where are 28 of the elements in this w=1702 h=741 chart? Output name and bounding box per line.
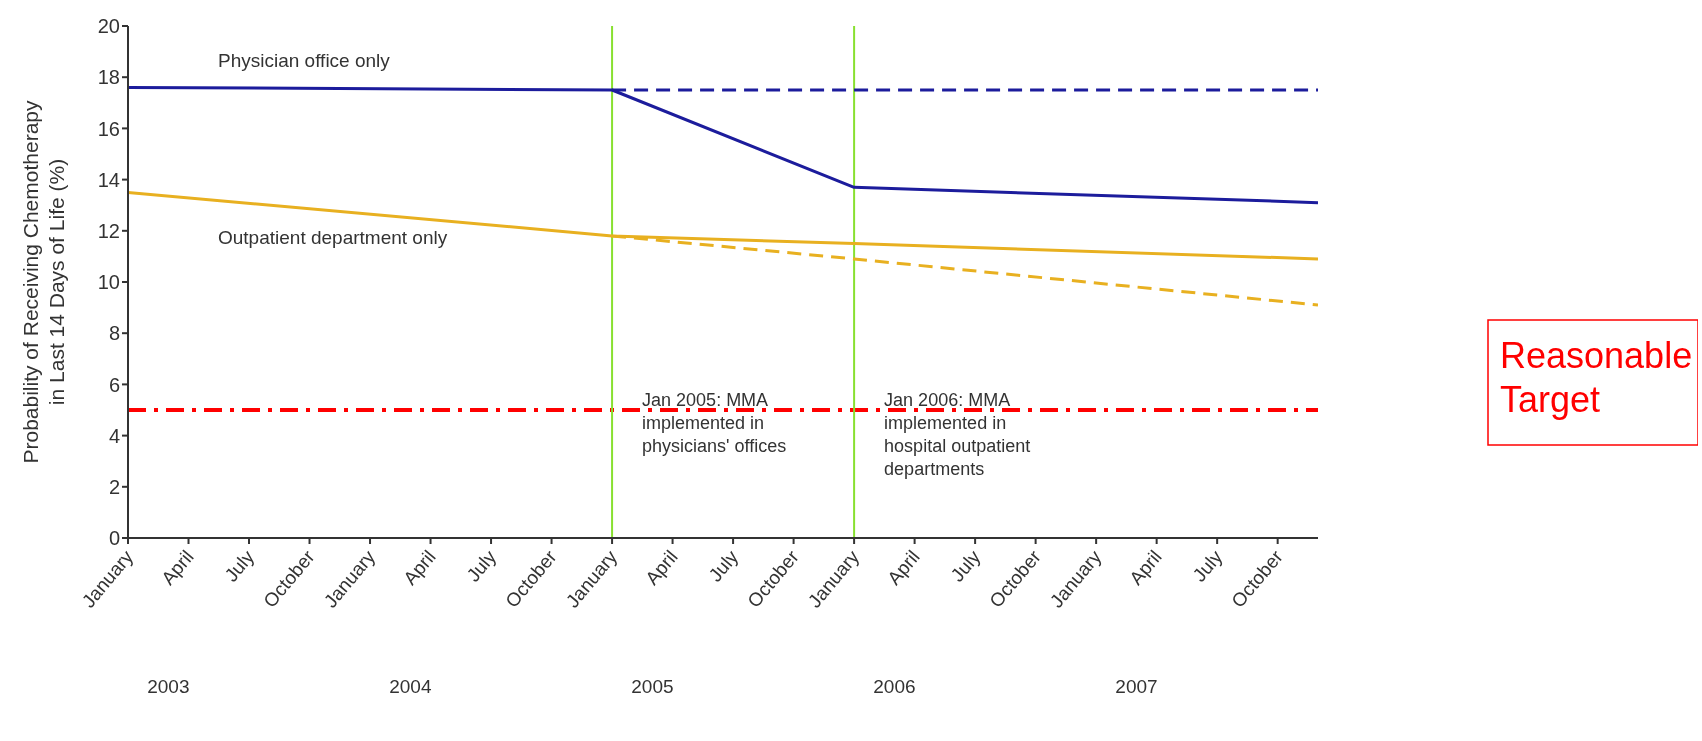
x-tick-label: July	[220, 545, 259, 586]
x-tick-label: July	[462, 545, 501, 586]
text: 2005	[631, 676, 674, 697]
y-tick-label: 8	[108, 322, 120, 345]
series-label: Physician office only	[218, 50, 391, 72]
x-tick-label: July	[704, 545, 743, 586]
y-tick-label: 18	[97, 66, 120, 89]
text: 2003	[147, 676, 190, 697]
x-tick-label: July	[946, 545, 985, 586]
y-tick-label: 2	[108, 475, 120, 498]
text: 2007	[1115, 676, 1158, 697]
text: 2004	[389, 676, 432, 697]
x-tick-label: July	[1188, 545, 1227, 586]
y-tick-label: 12	[97, 219, 120, 242]
y-axis-title: Probability of Receiving Chemotherapy in Last 14 Days of Life (%)	[19, 100, 68, 464]
ref-line-label: Jan 2006: MMA implemented in hospital outpatient departments	[884, 390, 1031, 479]
ref-line-label: Reasonable Target	[1500, 335, 1693, 420]
y-tick-label: 16	[97, 117, 120, 140]
y-tick-label: 6	[108, 373, 120, 396]
y-tick-label: 0	[108, 527, 120, 550]
y-tick-label: 20	[97, 15, 120, 38]
line-series	[128, 85, 1318, 205]
y-tick-label: 4	[108, 424, 120, 447]
text: 2006	[873, 676, 916, 697]
ref-line-label: Jan 2005: MMA implemented in physicians' offices	[642, 390, 787, 456]
y-tick-label: 10	[97, 271, 120, 294]
y-tick-label: 14	[97, 168, 120, 191]
series-label: Outpatient department only	[218, 227, 448, 249]
